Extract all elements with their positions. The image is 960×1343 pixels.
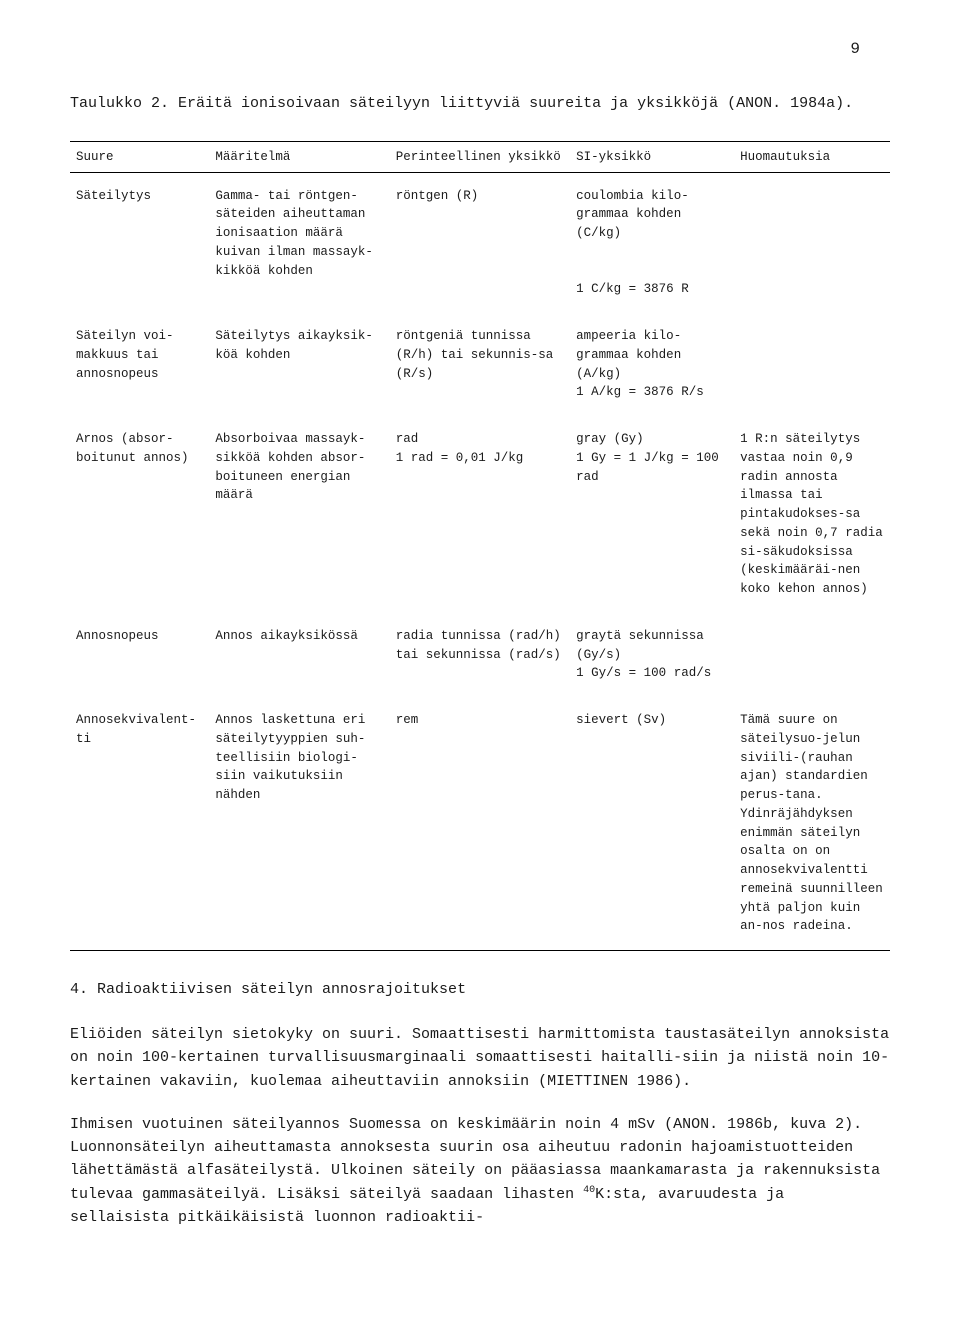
cell-suure: Säteilyn voi-makkuus tai annosnopeus bbox=[70, 313, 209, 416]
cell-maaritelma: Gamma- tai röntgen-säteiden aiheuttaman … bbox=[209, 172, 389, 313]
cell-perinteellinen: rem bbox=[390, 697, 570, 951]
cell-perinteellinen: röntgeniä tunnissa (R/h) tai sekunnis-sa… bbox=[390, 313, 570, 416]
cell-huom: 1 R:n säteilytys vastaa noin 0,9 radin a… bbox=[734, 416, 890, 613]
cell-si: coulombia kilo-grammaa kohden (C/kg)1 C/… bbox=[570, 172, 734, 313]
cell-huom bbox=[734, 313, 890, 416]
superscript-40: 40 bbox=[583, 1185, 595, 1196]
cell-maaritelma: Absorboivaa massayk-sikköä kohden absor-… bbox=[209, 416, 389, 613]
cell-suure: Arnos (absor-boitunut annos) bbox=[70, 416, 209, 613]
th-perinteellinen: Perinteellinen yksikkö bbox=[390, 141, 570, 172]
table-header-row: Suure Määritelmä Perinteellinen yksikkö … bbox=[70, 141, 890, 172]
table-row: Annosekvivalent-ti Annos laskettuna eri … bbox=[70, 697, 890, 951]
cell-si: sievert (Sv) bbox=[570, 697, 734, 951]
table-caption: Taulukko 2. Eräitä ionisoivaan säteilyyn… bbox=[70, 93, 890, 116]
cell-si: graytä sekunnissa (Gy/s)1 Gy/s = 100 rad… bbox=[570, 613, 734, 697]
units-table: Suure Määritelmä Perinteellinen yksikkö … bbox=[70, 141, 890, 952]
cell-huom bbox=[734, 172, 890, 313]
cell-huom: Tämä suure on säteilysuo-jelun siviili-(… bbox=[734, 697, 890, 951]
cell-si: gray (Gy)1 Gy = 1 J/kg = 100 rad bbox=[570, 416, 734, 613]
cell-perinteellinen: röntgen (R) bbox=[390, 172, 570, 313]
section-heading: 4. Radioaktiivisen säteilyn annosrajoitu… bbox=[70, 981, 890, 998]
cell-perinteellinen: rad1 rad = 0,01 J/kg bbox=[390, 416, 570, 613]
cell-suure: Annosnopeus bbox=[70, 613, 209, 697]
th-maaritelma: Määritelmä bbox=[209, 141, 389, 172]
table-wrap: Suure Määritelmä Perinteellinen yksikkö … bbox=[70, 141, 890, 952]
cell-huom bbox=[734, 613, 890, 697]
cell-suure: Annosekvivalent-ti bbox=[70, 697, 209, 951]
table-row: Annosnopeus Annos aikayksikössä radia tu… bbox=[70, 613, 890, 697]
table-row: Säteilyn voi-makkuus tai annosnopeus Sät… bbox=[70, 313, 890, 416]
paragraph-2: Ihmisen vuotuinen säteilyannos Suomessa … bbox=[70, 1113, 890, 1229]
cell-suure: Säteilytys bbox=[70, 172, 209, 313]
paragraph-1: Eliöiden säteilyn sietokyky on suuri. So… bbox=[70, 1023, 890, 1093]
cell-perinteellinen: radia tunnissa (rad/h) tai sekunnissa (r… bbox=[390, 613, 570, 697]
th-suure: Suure bbox=[70, 141, 209, 172]
cell-maaritelma: Säteilytys aikayksik-köä kohden bbox=[209, 313, 389, 416]
cell-maaritelma: Annos laskettuna eri säteilytyyppien suh… bbox=[209, 697, 389, 951]
table-row: Arnos (absor-boitunut annos) Absorboivaa… bbox=[70, 416, 890, 613]
table-row: Säteilytys Gamma- tai röntgen-säteiden a… bbox=[70, 172, 890, 313]
cell-maaritelma: Annos aikayksikössä bbox=[209, 613, 389, 697]
th-huomautuksia: Huomautuksia bbox=[734, 141, 890, 172]
th-si-yksikko: SI-yksikkö bbox=[570, 141, 734, 172]
cell-si: ampeeria kilo-grammaa kohden (A/kg)1 A/k… bbox=[570, 313, 734, 416]
page: 9 Taulukko 2. Eräitä ionisoivaan säteily… bbox=[0, 0, 960, 1343]
page-number: 9 bbox=[70, 40, 890, 58]
